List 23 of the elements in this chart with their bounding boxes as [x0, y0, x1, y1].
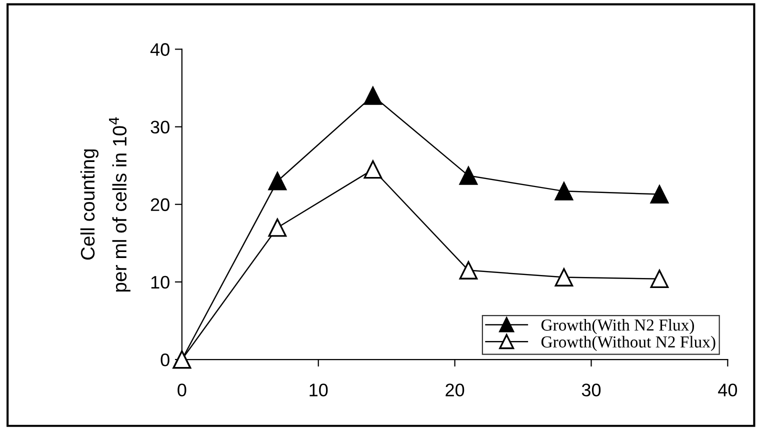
- y-tick-label: 0: [160, 353, 170, 366]
- y-tick-label: 40: [150, 43, 170, 56]
- y-tick-label: 30: [150, 120, 170, 134]
- point: [459, 166, 478, 185]
- y-axis-title: Cell counting per ml of cells in 10$^{4}$: [80, 117, 130, 292]
- legend-label: Growth(Without N2 Flux): [541, 336, 716, 351]
- point: [364, 160, 382, 179]
- y-tick-label: 20: [150, 198, 170, 212]
- point: [554, 182, 574, 200]
- x-tick-label: 40: [718, 384, 738, 396]
- point: [554, 268, 574, 286]
- point: [459, 261, 478, 280]
- point: [268, 172, 287, 190]
- point: [268, 218, 287, 237]
- point: [650, 185, 669, 204]
- x-tick-label: 30: [582, 384, 601, 396]
- y-tick-label: 10: [151, 276, 170, 289]
- legend-label: Growth(With N2 Flux): [541, 318, 694, 334]
- x-tick-label: 0: [178, 384, 186, 396]
- x-tick-label: 10: [310, 384, 328, 396]
- point: [650, 270, 669, 288]
- x-tick-label: 20: [446, 384, 464, 396]
- point: [364, 86, 382, 105]
